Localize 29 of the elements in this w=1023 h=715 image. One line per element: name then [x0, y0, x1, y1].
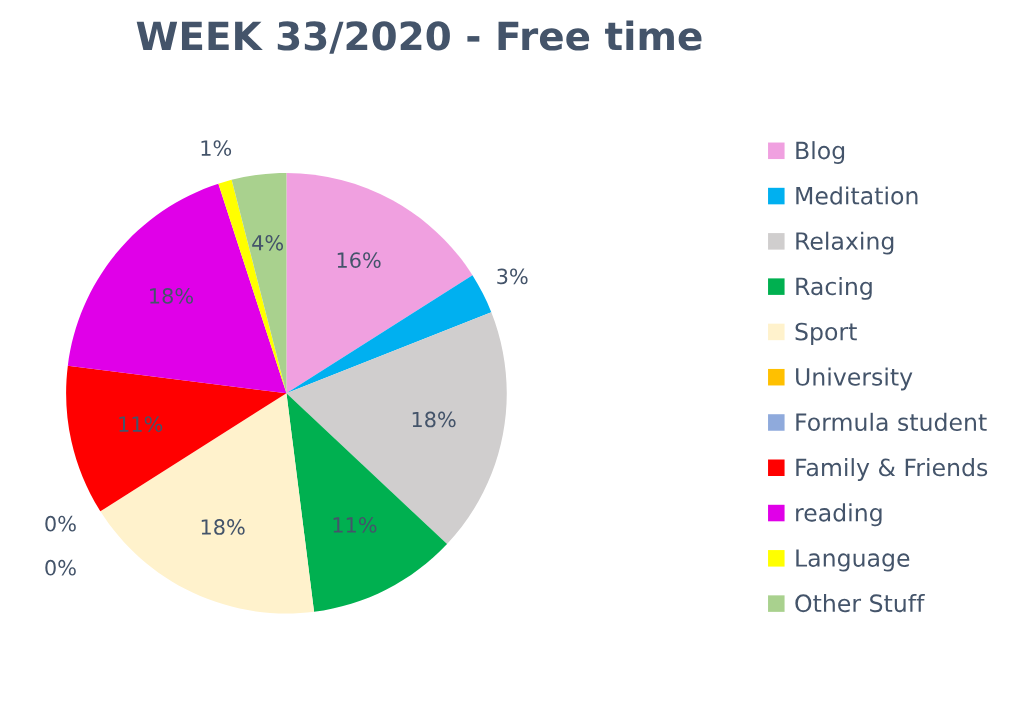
- legend-label: reading: [796, 503, 882, 527]
- data-label: 18%: [201, 519, 245, 535]
- data-label: 18%: [412, 411, 456, 428]
- legend-label: Relaxing: [796, 231, 894, 255]
- data-label: 18%: [150, 288, 193, 304]
- data-label: 11%: [119, 416, 163, 432]
- legend-label: Sport: [795, 322, 857, 346]
- pie-slice: [66, 365, 287, 512]
- legend-label: University: [796, 367, 913, 391]
- data-label: 16%: [337, 252, 381, 268]
- data-label: 3%: [497, 268, 528, 285]
- chart-title: WEEK 33/2020 - Free time: [136, 20, 702, 54]
- legend-label: Racing: [796, 276, 872, 300]
- pie-slice: [286, 275, 492, 394]
- legend-label: Meditation: [796, 186, 918, 205]
- data-label: 4%: [252, 234, 284, 251]
- text: 0%: [45, 559, 76, 576]
- legend-label: Other Stuff: [795, 593, 925, 613]
- data-label: 1%: [201, 140, 232, 156]
- legend-label: Family & Friends: [796, 458, 988, 481]
- legend-label: Language: [796, 549, 910, 572]
- legend-label: Blog: [796, 141, 845, 164]
- pie-slice: [286, 172, 473, 394]
- pie-slice: [286, 312, 507, 545]
- data-label: 11%: [333, 517, 377, 533]
- pie-slice: [100, 393, 315, 614]
- pie-slice: [67, 183, 287, 394]
- text: 0%: [45, 515, 76, 532]
- legend-label: Formula student: [796, 412, 987, 432]
